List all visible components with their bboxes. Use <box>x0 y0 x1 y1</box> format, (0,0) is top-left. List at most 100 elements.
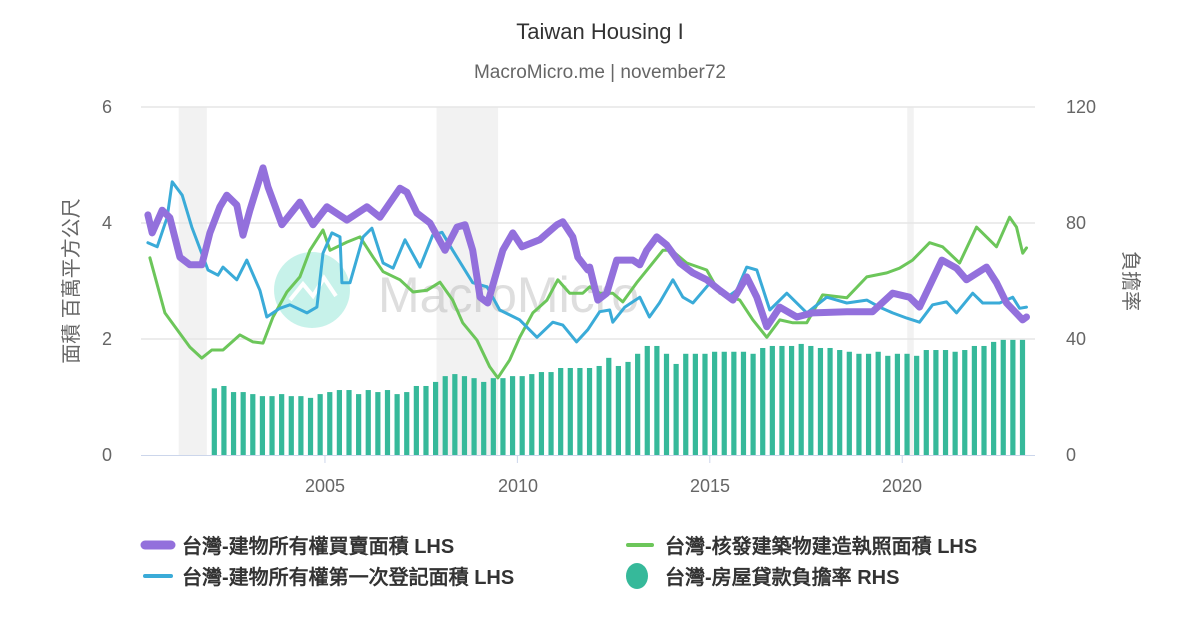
bar[interactable] <box>259 396 266 455</box>
bar[interactable] <box>673 363 679 455</box>
bar[interactable] <box>885 355 891 455</box>
bar[interactable] <box>471 378 477 455</box>
bar[interactable] <box>952 351 958 455</box>
y-right-axis-title: 負擔率 <box>1119 251 1142 311</box>
bar[interactable] <box>394 394 400 455</box>
bar[interactable] <box>683 353 689 455</box>
bar[interactable] <box>740 351 747 455</box>
bar[interactable] <box>702 353 708 455</box>
bar[interactable] <box>856 353 862 455</box>
bar[interactable] <box>452 374 458 455</box>
bar[interactable] <box>509 376 516 455</box>
bar[interactable] <box>1000 339 1006 455</box>
bar[interactable] <box>635 353 641 455</box>
bar[interactable] <box>615 365 622 455</box>
bar[interactable] <box>461 376 468 455</box>
bar[interactable] <box>827 347 833 455</box>
bar[interactable] <box>404 392 410 455</box>
bar[interactable] <box>356 394 362 455</box>
bar[interactable] <box>327 392 333 455</box>
bar[interactable] <box>519 376 525 455</box>
bar[interactable] <box>500 378 506 455</box>
bar[interactable] <box>529 374 535 455</box>
y-left-tick: 0 <box>102 445 112 465</box>
bar[interactable] <box>798 343 804 455</box>
bar[interactable] <box>1010 339 1016 455</box>
bar[interactable] <box>433 381 439 455</box>
legend-item-blue[interactable]: 台灣-建物所有權第一次登記面積 LHS <box>143 565 514 589</box>
bar[interactable] <box>269 396 275 455</box>
bar[interactable] <box>567 368 573 455</box>
bar[interactable] <box>375 392 381 455</box>
bar[interactable] <box>1019 339 1026 455</box>
bar[interactable] <box>240 392 246 455</box>
bar[interactable] <box>298 396 304 455</box>
bar[interactable] <box>991 341 997 455</box>
shaded-period <box>178 107 207 455</box>
series-line-1[interactable] <box>148 215 1028 380</box>
bar[interactable] <box>279 394 285 455</box>
bar[interactable] <box>962 350 968 455</box>
bar[interactable] <box>760 347 766 455</box>
series-line-0[interactable] <box>144 164 1030 331</box>
bar[interactable] <box>904 353 910 455</box>
bar[interactable] <box>837 350 843 455</box>
bar[interactable] <box>769 345 775 455</box>
y-right-tick: 120 <box>1066 97 1096 117</box>
bar[interactable] <box>423 385 429 455</box>
legend-item-teal[interactable]: 台灣-房屋貸款負擔率 RHS <box>626 563 899 589</box>
bar[interactable] <box>788 345 795 455</box>
bar[interactable] <box>577 368 583 455</box>
bar[interactable] <box>808 345 814 455</box>
bar[interactable] <box>865 353 872 455</box>
bar[interactable] <box>307 397 314 455</box>
bar[interactable] <box>346 390 352 455</box>
chart-title: Taiwan Housing I <box>516 19 684 44</box>
bar[interactable] <box>894 353 901 455</box>
y-left-axis-title: 面積 百萬平方公尺 <box>60 198 83 364</box>
bar[interactable] <box>365 390 371 455</box>
y-right-tick: 80 <box>1066 213 1086 233</box>
bar[interactable] <box>490 378 496 455</box>
bar[interactable] <box>846 351 852 455</box>
bar[interactable] <box>721 351 727 455</box>
bar[interactable] <box>981 345 987 455</box>
y-left-tick: 6 <box>102 97 112 117</box>
legend-item-purple[interactable]: 台灣-建物所有權買賣面積 LHS <box>140 534 454 558</box>
bar[interactable] <box>558 368 564 455</box>
bar[interactable] <box>779 345 785 455</box>
bar[interactable] <box>923 350 929 455</box>
x-tick: 2020 <box>882 476 922 496</box>
bar[interactable] <box>663 353 670 455</box>
bar[interactable] <box>875 351 881 455</box>
bar[interactable] <box>606 357 612 455</box>
bar[interactable] <box>654 345 660 455</box>
bar[interactable] <box>317 394 323 455</box>
bar[interactable] <box>230 392 237 455</box>
bar[interactable] <box>481 381 487 455</box>
bar[interactable] <box>933 350 939 455</box>
bar[interactable] <box>731 351 737 455</box>
bar[interactable] <box>914 355 920 455</box>
bar[interactable] <box>625 361 631 455</box>
bar[interactable] <box>336 390 342 455</box>
bar[interactable] <box>413 385 419 455</box>
bar[interactable] <box>288 396 294 455</box>
bar[interactable] <box>750 353 756 455</box>
bar[interactable] <box>442 376 448 455</box>
bar[interactable] <box>971 345 977 455</box>
bar[interactable] <box>586 368 593 455</box>
bar[interactable] <box>538 372 545 455</box>
bar[interactable] <box>548 372 554 455</box>
bar[interactable] <box>596 365 602 455</box>
legend-item-green[interactable]: 台灣-核發建築物建造執照面積 LHS <box>626 534 977 558</box>
bar[interactable] <box>712 351 718 455</box>
bar[interactable] <box>211 388 217 455</box>
bar[interactable] <box>250 394 256 455</box>
bar[interactable] <box>942 350 949 455</box>
bar[interactable] <box>692 353 698 455</box>
bar[interactable] <box>817 347 824 455</box>
bar[interactable] <box>221 385 227 455</box>
bar[interactable] <box>644 345 650 455</box>
bar[interactable] <box>384 390 391 455</box>
